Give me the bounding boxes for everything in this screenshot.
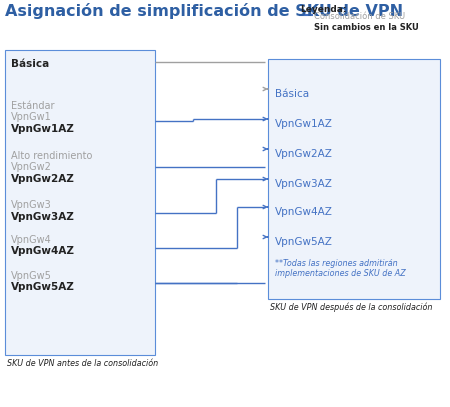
Text: Leyenda:: Leyenda: (300, 5, 346, 14)
Text: VpnGw3AZ: VpnGw3AZ (275, 179, 333, 189)
Bar (5, 50, 155, 355)
Text: VpnGw3: VpnGw3 (11, 200, 52, 210)
Text: Sin cambios en la SKU: Sin cambios en la SKU (314, 23, 419, 32)
Text: Alto rendimiento: Alto rendimiento (11, 151, 92, 161)
Text: VpnGw5AZ: VpnGw5AZ (11, 282, 75, 293)
Text: VpnGw2AZ: VpnGw2AZ (275, 149, 333, 159)
Text: VpnGw4AZ: VpnGw4AZ (275, 207, 333, 217)
Text: SKU de VPN después de la consolidación: SKU de VPN después de la consolidación (270, 303, 432, 313)
Text: VpnGw2AZ: VpnGw2AZ (11, 174, 75, 184)
Text: Básica: Básica (275, 89, 309, 99)
Text: VpnGw5: VpnGw5 (11, 271, 52, 281)
Text: VpnGw3AZ: VpnGw3AZ (11, 212, 75, 221)
Text: SKU de VPN antes de la consolidación: SKU de VPN antes de la consolidación (7, 359, 158, 368)
Text: VpnGw5AZ: VpnGw5AZ (275, 237, 333, 247)
Text: VpnGw1: VpnGw1 (11, 112, 52, 123)
Text: VpnGw1AZ: VpnGw1AZ (275, 119, 333, 129)
Text: VpnGw1AZ: VpnGw1AZ (11, 124, 75, 134)
Text: VpnGw4AZ: VpnGw4AZ (11, 247, 75, 256)
Text: Estándar: Estándar (11, 101, 54, 111)
Text: Básica: Básica (11, 59, 49, 69)
Text: Consolidación de SKU: Consolidación de SKU (314, 12, 405, 21)
Text: VpnGw4: VpnGw4 (11, 235, 52, 245)
Text: VpnGw2: VpnGw2 (11, 162, 52, 173)
Bar (268, 59, 440, 299)
Text: **Todas las regiones admitirán
implementaciones de SKU de AZ: **Todas las regiones admitirán implement… (275, 259, 406, 278)
Text: Asignación de simplificación de SKU de VPN: Asignación de simplificación de SKU de V… (5, 3, 403, 19)
